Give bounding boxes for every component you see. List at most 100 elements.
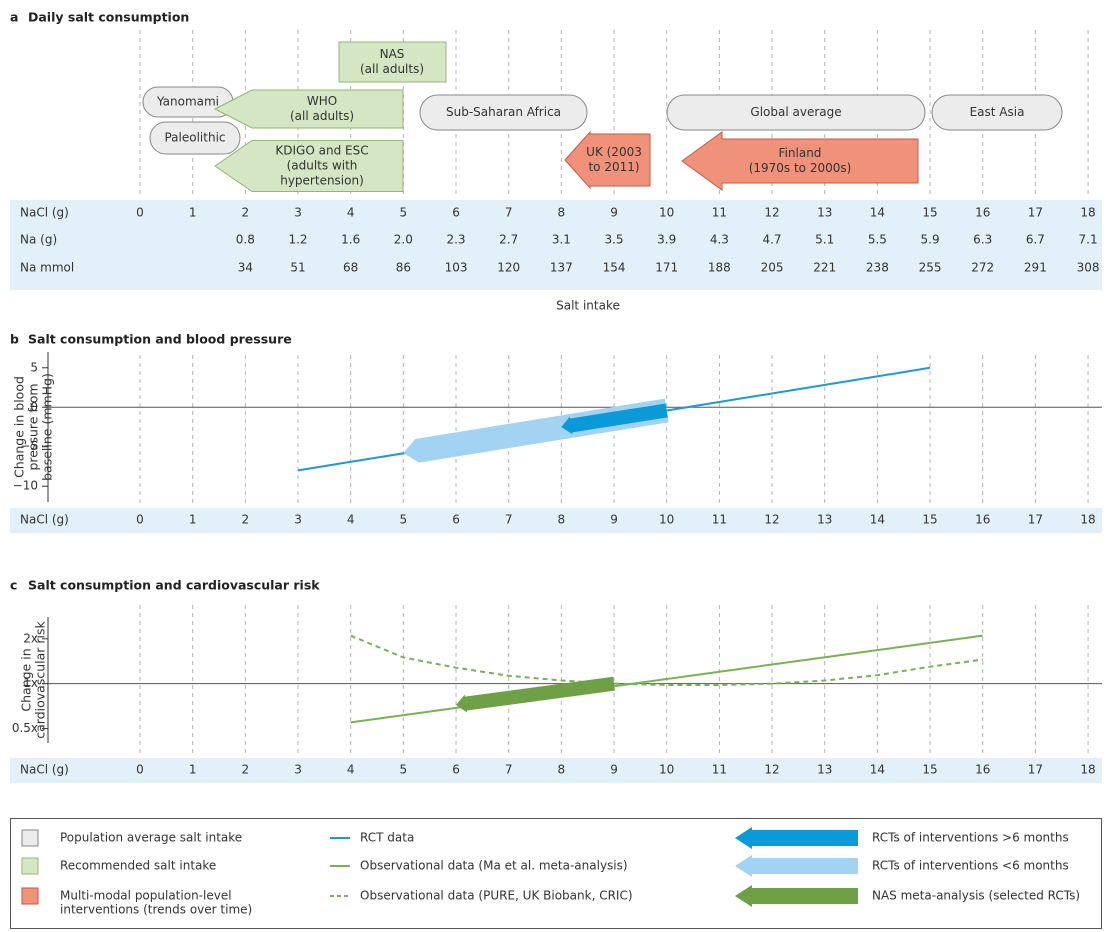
table-cell: 308	[1077, 261, 1100, 275]
x-tick-label: 14	[870, 763, 885, 777]
x-tick-label: 5	[400, 763, 408, 777]
table-cell: 171	[655, 261, 678, 275]
table-cell: 13	[817, 206, 832, 220]
table-cell: 6.3	[973, 233, 992, 247]
table-cell: 7	[505, 206, 513, 220]
box-label: hypertension)	[280, 174, 364, 188]
box-label: to 2011)	[588, 160, 639, 174]
table-cell: 1.2	[288, 233, 307, 247]
x-tick-label: 8	[558, 513, 566, 527]
y-tick-label: 0.5x	[12, 721, 38, 735]
table-cell: 4.3	[710, 233, 729, 247]
table-cell: 4.7	[762, 233, 781, 247]
box-label: East Asia	[970, 105, 1025, 119]
table-cell: 16	[975, 206, 990, 220]
x-tick-label: 1	[189, 763, 197, 777]
legend-label: Observational data (PURE, UK Biobank, CR…	[360, 889, 633, 903]
table-cell: 0.8	[236, 233, 255, 247]
axis-band	[10, 758, 1102, 783]
box-label: (all adults)	[360, 62, 424, 76]
x-tick-label: 15	[922, 763, 937, 777]
x-tick-label: 6	[452, 763, 460, 777]
table-cell: 14	[870, 206, 885, 220]
x-tick-label: 6	[452, 513, 460, 527]
table-cell: 51	[290, 261, 305, 275]
box-label: Sub-Saharan Africa	[446, 105, 561, 119]
table-cell: 120	[497, 261, 520, 275]
x-tick-label: 10	[659, 763, 674, 777]
x-tick-label: 14	[870, 513, 885, 527]
x-tick-label: 1	[189, 513, 197, 527]
y-tick-label: 2x	[23, 631, 38, 645]
box-label: WHO	[307, 94, 337, 108]
table-cell: 15	[922, 206, 937, 220]
y-axis-label: baseline (mmHg)	[40, 373, 55, 481]
table-cell: 1	[189, 206, 197, 220]
legend-arrow	[735, 885, 858, 907]
legend-swatch	[21, 857, 39, 875]
table-cell: 34	[238, 261, 253, 275]
x-tick-label: 12	[764, 763, 779, 777]
row-name: NaCl (g)	[20, 206, 69, 220]
x-tick-label: 18	[1080, 763, 1095, 777]
table-cell: 238	[866, 261, 889, 275]
legend-label: Observational data (Ma et al. meta-analy…	[360, 859, 628, 873]
x-tick-label: 9	[610, 763, 618, 777]
table-cell: 5.9	[921, 233, 940, 247]
x-tick-label: 10	[659, 513, 674, 527]
table-cell: 291	[1024, 261, 1047, 275]
table-cell: 7.1	[1079, 233, 1098, 247]
table-cell: 9	[610, 206, 618, 220]
table-cell: 188	[708, 261, 731, 275]
x-tick-label: 0	[136, 513, 144, 527]
recommended-arrow	[214, 140, 404, 192]
legend-label: Recommended salt intake	[60, 859, 216, 873]
recommended-box	[338, 41, 447, 83]
axis-name: NaCl (g)	[20, 763, 69, 777]
legend-swatch	[21, 887, 39, 905]
x-tick-label: 11	[712, 763, 727, 777]
legend-label: interventions (trends over time)	[60, 903, 252, 917]
table-cell: 272	[971, 261, 994, 275]
table-cell: 18	[1080, 206, 1095, 220]
y-tick-label: 5	[30, 360, 38, 374]
table-cell: 103	[445, 261, 468, 275]
arrow	[456, 676, 615, 713]
legend-swatch	[21, 829, 39, 847]
intervention-arrow	[681, 131, 919, 191]
y-tick-label: 1x	[23, 676, 38, 690]
arrow	[561, 403, 668, 435]
box-label: UK (2003	[586, 145, 642, 159]
table-cell: 11	[712, 206, 727, 220]
table-cell: 3	[294, 206, 302, 220]
arrow	[403, 398, 669, 463]
x-axis-label: Salt intake	[556, 299, 620, 313]
box-label: KDIGO and ESC	[275, 144, 368, 158]
box-label: Yanomami	[156, 95, 219, 109]
table-cell: 205	[761, 261, 784, 275]
x-tick-label: 7	[505, 763, 513, 777]
data-line	[350, 634, 983, 686]
legend-arrow	[735, 855, 858, 877]
x-tick-label: 3	[294, 513, 302, 527]
x-tick-label: 4	[347, 513, 355, 527]
x-tick-label: 17	[1028, 763, 1043, 777]
table-cell: 86	[396, 261, 411, 275]
table-cell: 3.1	[552, 233, 571, 247]
table-cell: 68	[343, 261, 358, 275]
x-tick-label: 16	[975, 763, 990, 777]
table-cell: 2	[242, 206, 250, 220]
x-tick-label: 5	[400, 513, 408, 527]
legend-label: NAS meta-analysis (selected RCTs)	[872, 889, 1080, 903]
x-tick-label: 4	[347, 763, 355, 777]
table-cell: 5.1	[815, 233, 834, 247]
x-tick-label: 9	[610, 513, 618, 527]
y-axis-label: cardiovascular risk	[33, 621, 48, 739]
table-cell: 12	[764, 206, 779, 220]
x-tick-label: 2	[242, 513, 250, 527]
x-tick-label: 13	[817, 513, 832, 527]
x-tick-label: 16	[975, 513, 990, 527]
legend-label: RCT data	[360, 831, 414, 845]
box-label: (adults with	[287, 159, 358, 173]
